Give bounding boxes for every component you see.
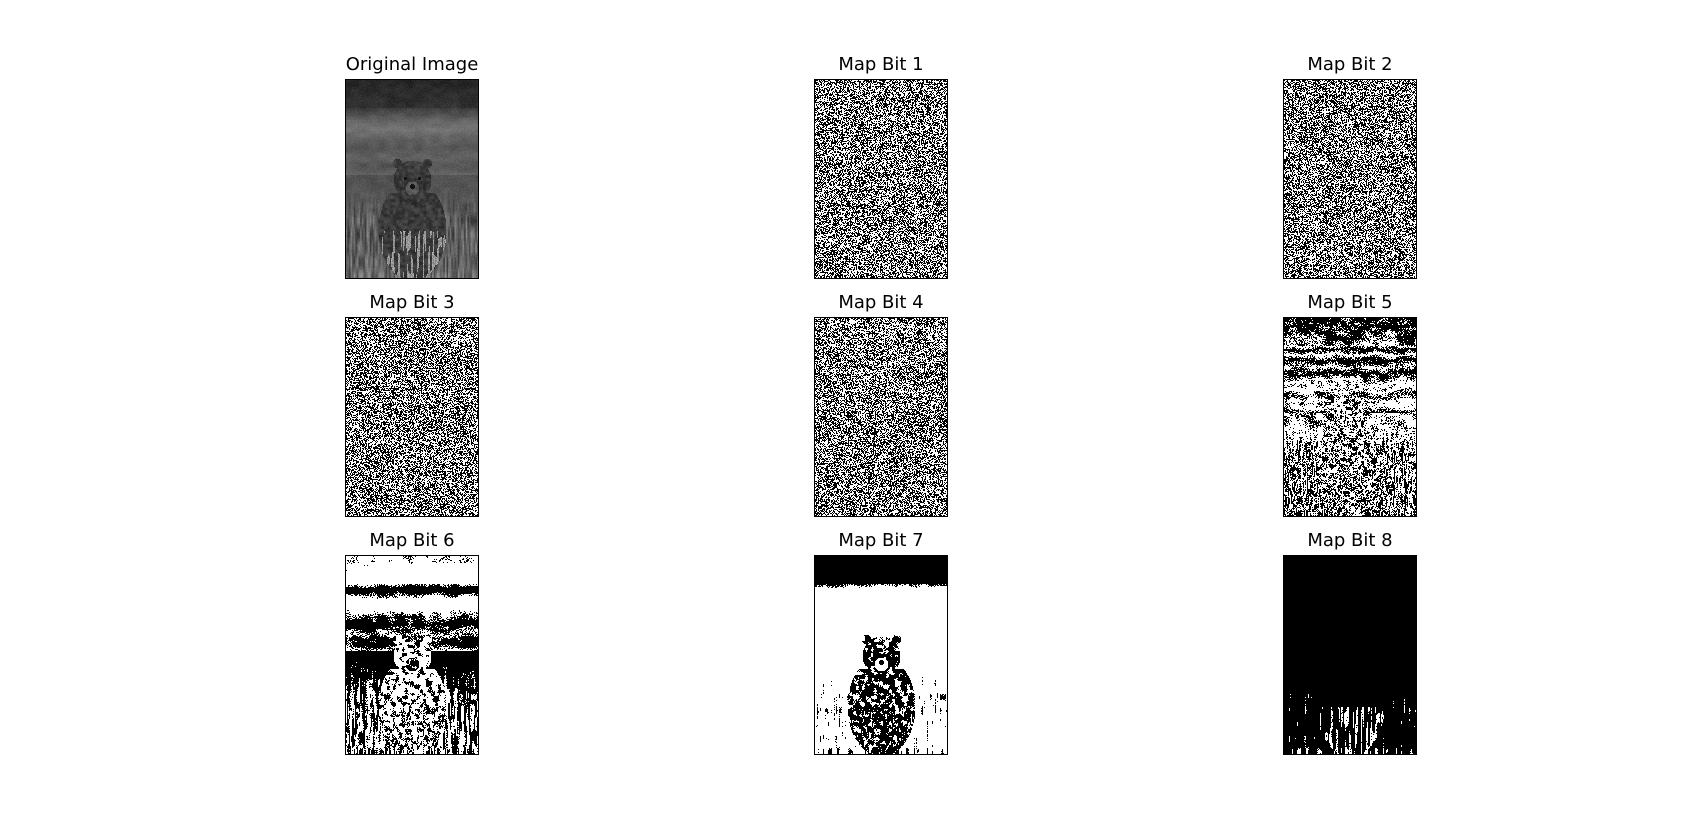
panel-bit-3: Map Bit 3 bbox=[312, 292, 512, 522]
panel-title: Map Bit 6 bbox=[369, 530, 455, 551]
panel-title: Map Bit 3 bbox=[369, 292, 455, 313]
panel-title: Original Image bbox=[345, 54, 479, 75]
bit-plane-6-image bbox=[345, 555, 479, 755]
panel-bit-5: Map Bit 5 bbox=[1250, 292, 1450, 522]
bit-plane-4-image bbox=[814, 317, 948, 517]
bit-plane-2-image bbox=[1283, 79, 1417, 279]
panel-title: Map Bit 1 bbox=[838, 54, 924, 75]
original-image bbox=[345, 79, 479, 279]
panel-bit-2: Map Bit 2 bbox=[1250, 54, 1450, 284]
bit-plane-3-image bbox=[345, 317, 479, 517]
bit-plane-7-image bbox=[814, 555, 948, 755]
panel-title: Map Bit 5 bbox=[1307, 292, 1393, 313]
bit-plane-5-image bbox=[1283, 317, 1417, 517]
panel-bit-1: Map Bit 1 bbox=[781, 54, 981, 284]
panel-bit-6: Map Bit 6 bbox=[312, 530, 512, 760]
panel-title: Map Bit 2 bbox=[1307, 54, 1393, 75]
panel-original: Original Image bbox=[312, 54, 512, 284]
panel-bit-4: Map Bit 4 bbox=[781, 292, 981, 522]
bit-plane-8-image bbox=[1283, 555, 1417, 755]
panel-title: Map Bit 8 bbox=[1307, 530, 1393, 551]
panel-title: Map Bit 7 bbox=[838, 530, 924, 551]
bit-plane-1-image bbox=[814, 79, 948, 279]
panel-title: Map Bit 4 bbox=[838, 292, 924, 313]
panel-bit-8: Map Bit 8 bbox=[1250, 530, 1450, 760]
panel-bit-7: Map Bit 7 bbox=[781, 530, 981, 760]
